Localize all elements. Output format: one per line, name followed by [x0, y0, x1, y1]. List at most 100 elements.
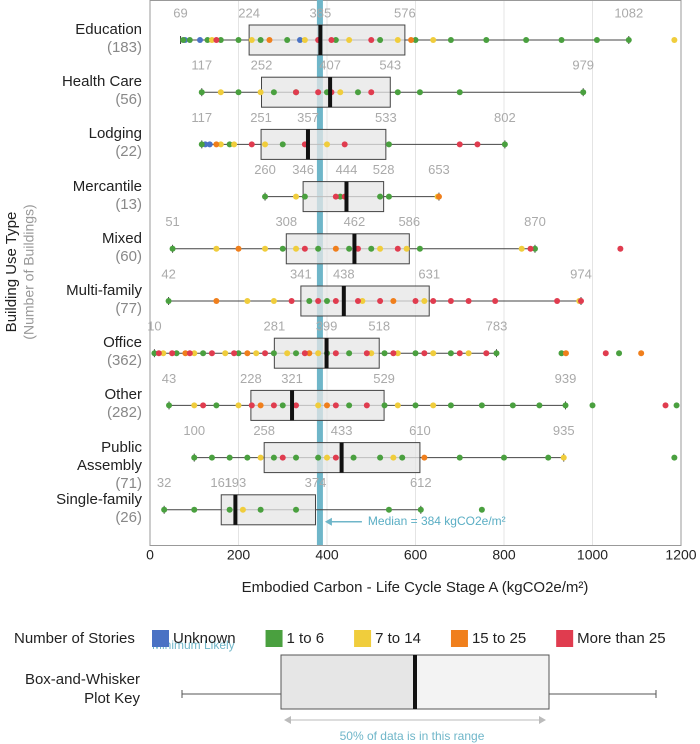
data-point [416, 89, 423, 96]
data-point [235, 245, 242, 252]
plot-frame [149, 0, 682, 546]
box-stat-label: 258 [253, 423, 275, 438]
data-point [279, 454, 286, 461]
data-point [492, 298, 499, 304]
data-point [390, 350, 397, 357]
data-point [198, 141, 205, 148]
data-point [403, 245, 410, 252]
data-point [270, 298, 277, 304]
box-stat-label: 193 [225, 475, 247, 490]
data-point [324, 141, 330, 148]
data-point [270, 89, 277, 96]
annotation-label: Median = 384 kgCO2e/m² [368, 514, 506, 528]
data-point [235, 37, 242, 43]
data-point [368, 350, 375, 357]
data-point [523, 37, 530, 43]
data-point [377, 37, 384, 43]
legend-label: 15 to 25 [472, 630, 526, 647]
median-marker [233, 494, 238, 525]
data-point [270, 402, 277, 409]
data-point [456, 89, 463, 96]
category-count: (22) [115, 143, 142, 160]
key-title: Box-and-Whisker Plot Key [24, 671, 140, 707]
data-point [213, 141, 220, 148]
median-marker [352, 233, 357, 264]
box-stat-label: 308 [275, 214, 297, 229]
data-point [239, 506, 246, 513]
data-point [217, 141, 224, 148]
data-point [180, 37, 187, 43]
box-stat-label: 252 [251, 58, 273, 73]
box-stat-label: 438 [333, 266, 355, 281]
data-point [531, 245, 538, 252]
data-point [483, 37, 490, 43]
data-point [430, 402, 437, 409]
data-point [363, 402, 370, 409]
data-point [421, 298, 428, 304]
data-point [315, 350, 322, 357]
data-point [501, 141, 508, 148]
data-point [248, 141, 255, 148]
data-point [554, 298, 561, 304]
data-point [151, 350, 158, 357]
data-point [368, 245, 375, 252]
box-stat-label: 42 [161, 266, 175, 281]
category-label: Education [75, 21, 142, 38]
data-point [385, 141, 392, 148]
data-point [169, 350, 176, 357]
data-point [346, 402, 353, 409]
legend-swatch [265, 630, 283, 647]
box-stat-label: 433 [331, 423, 353, 438]
data-point [315, 245, 322, 252]
box-stat-label: 51 [165, 214, 179, 229]
data-point [337, 193, 344, 200]
box-stat-label: 407 [319, 58, 341, 73]
data-point [186, 350, 193, 357]
box-stat-label: 533 [375, 110, 397, 125]
data-point [346, 350, 353, 357]
data-point [324, 298, 330, 304]
x-tick-label: 1000 [577, 547, 608, 563]
data-point [377, 298, 384, 304]
x-tick-label: 800 [492, 547, 516, 563]
box-stat-label: 974 [570, 266, 592, 281]
data-point [208, 37, 215, 43]
data-point [217, 37, 224, 43]
data-point [332, 402, 339, 409]
box-stat-label: 935 [553, 423, 575, 438]
data-point [430, 37, 437, 43]
data-point [257, 37, 264, 43]
data-point [545, 454, 552, 461]
data-point [617, 245, 624, 252]
data-point [297, 37, 304, 43]
category-label: Multi-family [66, 282, 142, 299]
data-point [430, 350, 437, 357]
data-point [332, 37, 339, 43]
box-stat-label: 281 [263, 319, 285, 334]
data-point [262, 193, 269, 200]
data-point [182, 350, 189, 357]
data-point [416, 245, 423, 252]
data-point [385, 506, 392, 513]
box-stat-label: 529 [373, 371, 395, 386]
data-point [270, 350, 277, 357]
x-tick-label: 1200 [665, 547, 696, 563]
data-point [169, 245, 176, 252]
data-point [447, 37, 454, 43]
y-axis-subtitle: (Number of Buildings) [21, 204, 37, 339]
data-point [394, 245, 401, 252]
box-stat-label: 100 [183, 423, 205, 438]
data-point [266, 37, 273, 43]
box-stat-label: 783 [486, 319, 508, 334]
legend-label: More than 25 [577, 630, 665, 647]
data-point [191, 350, 198, 357]
data-point [341, 141, 348, 148]
box-stat-label: 1082 [614, 5, 643, 20]
box-stat-label: 228 [240, 371, 262, 386]
data-point [377, 245, 384, 252]
data-point [354, 89, 361, 96]
x-axis-title: Embodied Carbon - Life Cycle Stage A (kg… [242, 579, 589, 596]
data-point [346, 245, 353, 252]
data-point [394, 37, 401, 43]
median-marker [344, 181, 349, 212]
